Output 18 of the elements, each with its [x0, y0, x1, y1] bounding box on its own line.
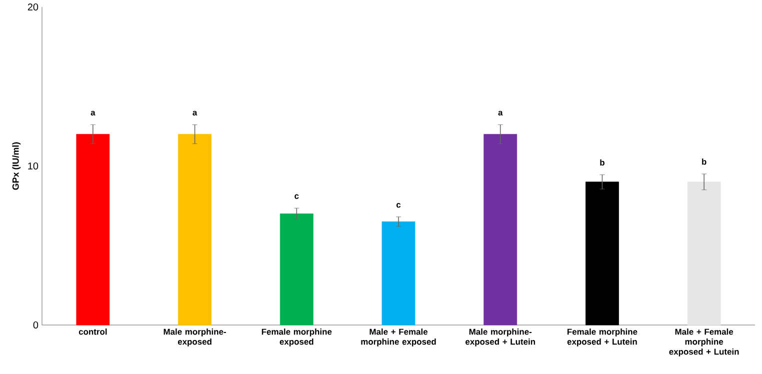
annotation: b — [702, 158, 706, 165]
x-tick-label: Female morphine exposed + Lutein — [567, 328, 638, 346]
x-tick-label: Female morphine exposed — [262, 328, 332, 346]
annotation: c — [396, 203, 401, 208]
x-tick-label: Male morphine-exposed + Lutein — [466, 328, 535, 346]
y-tick-label: 20 — [28, 3, 38, 11]
annotation: a — [90, 110, 96, 116]
y-axis-title: GPx (IU/ml) — [12, 142, 21, 190]
x-tick-label: Male morphine-exposed — [164, 328, 226, 346]
annotation: b — [600, 159, 604, 166]
x-tick-label: control — [78, 328, 107, 335]
annotation: a — [498, 110, 503, 116]
annotation: a — [192, 110, 198, 116]
y-tick-label: 0 — [33, 321, 38, 329]
y-tick-label: 10 — [28, 162, 38, 170]
x-tick-label: Male + Female morphine exposed + Lutein — [669, 328, 739, 356]
annotation: c — [294, 194, 299, 199]
x-tick-label: Male + Female morphine exposed — [361, 328, 436, 346]
